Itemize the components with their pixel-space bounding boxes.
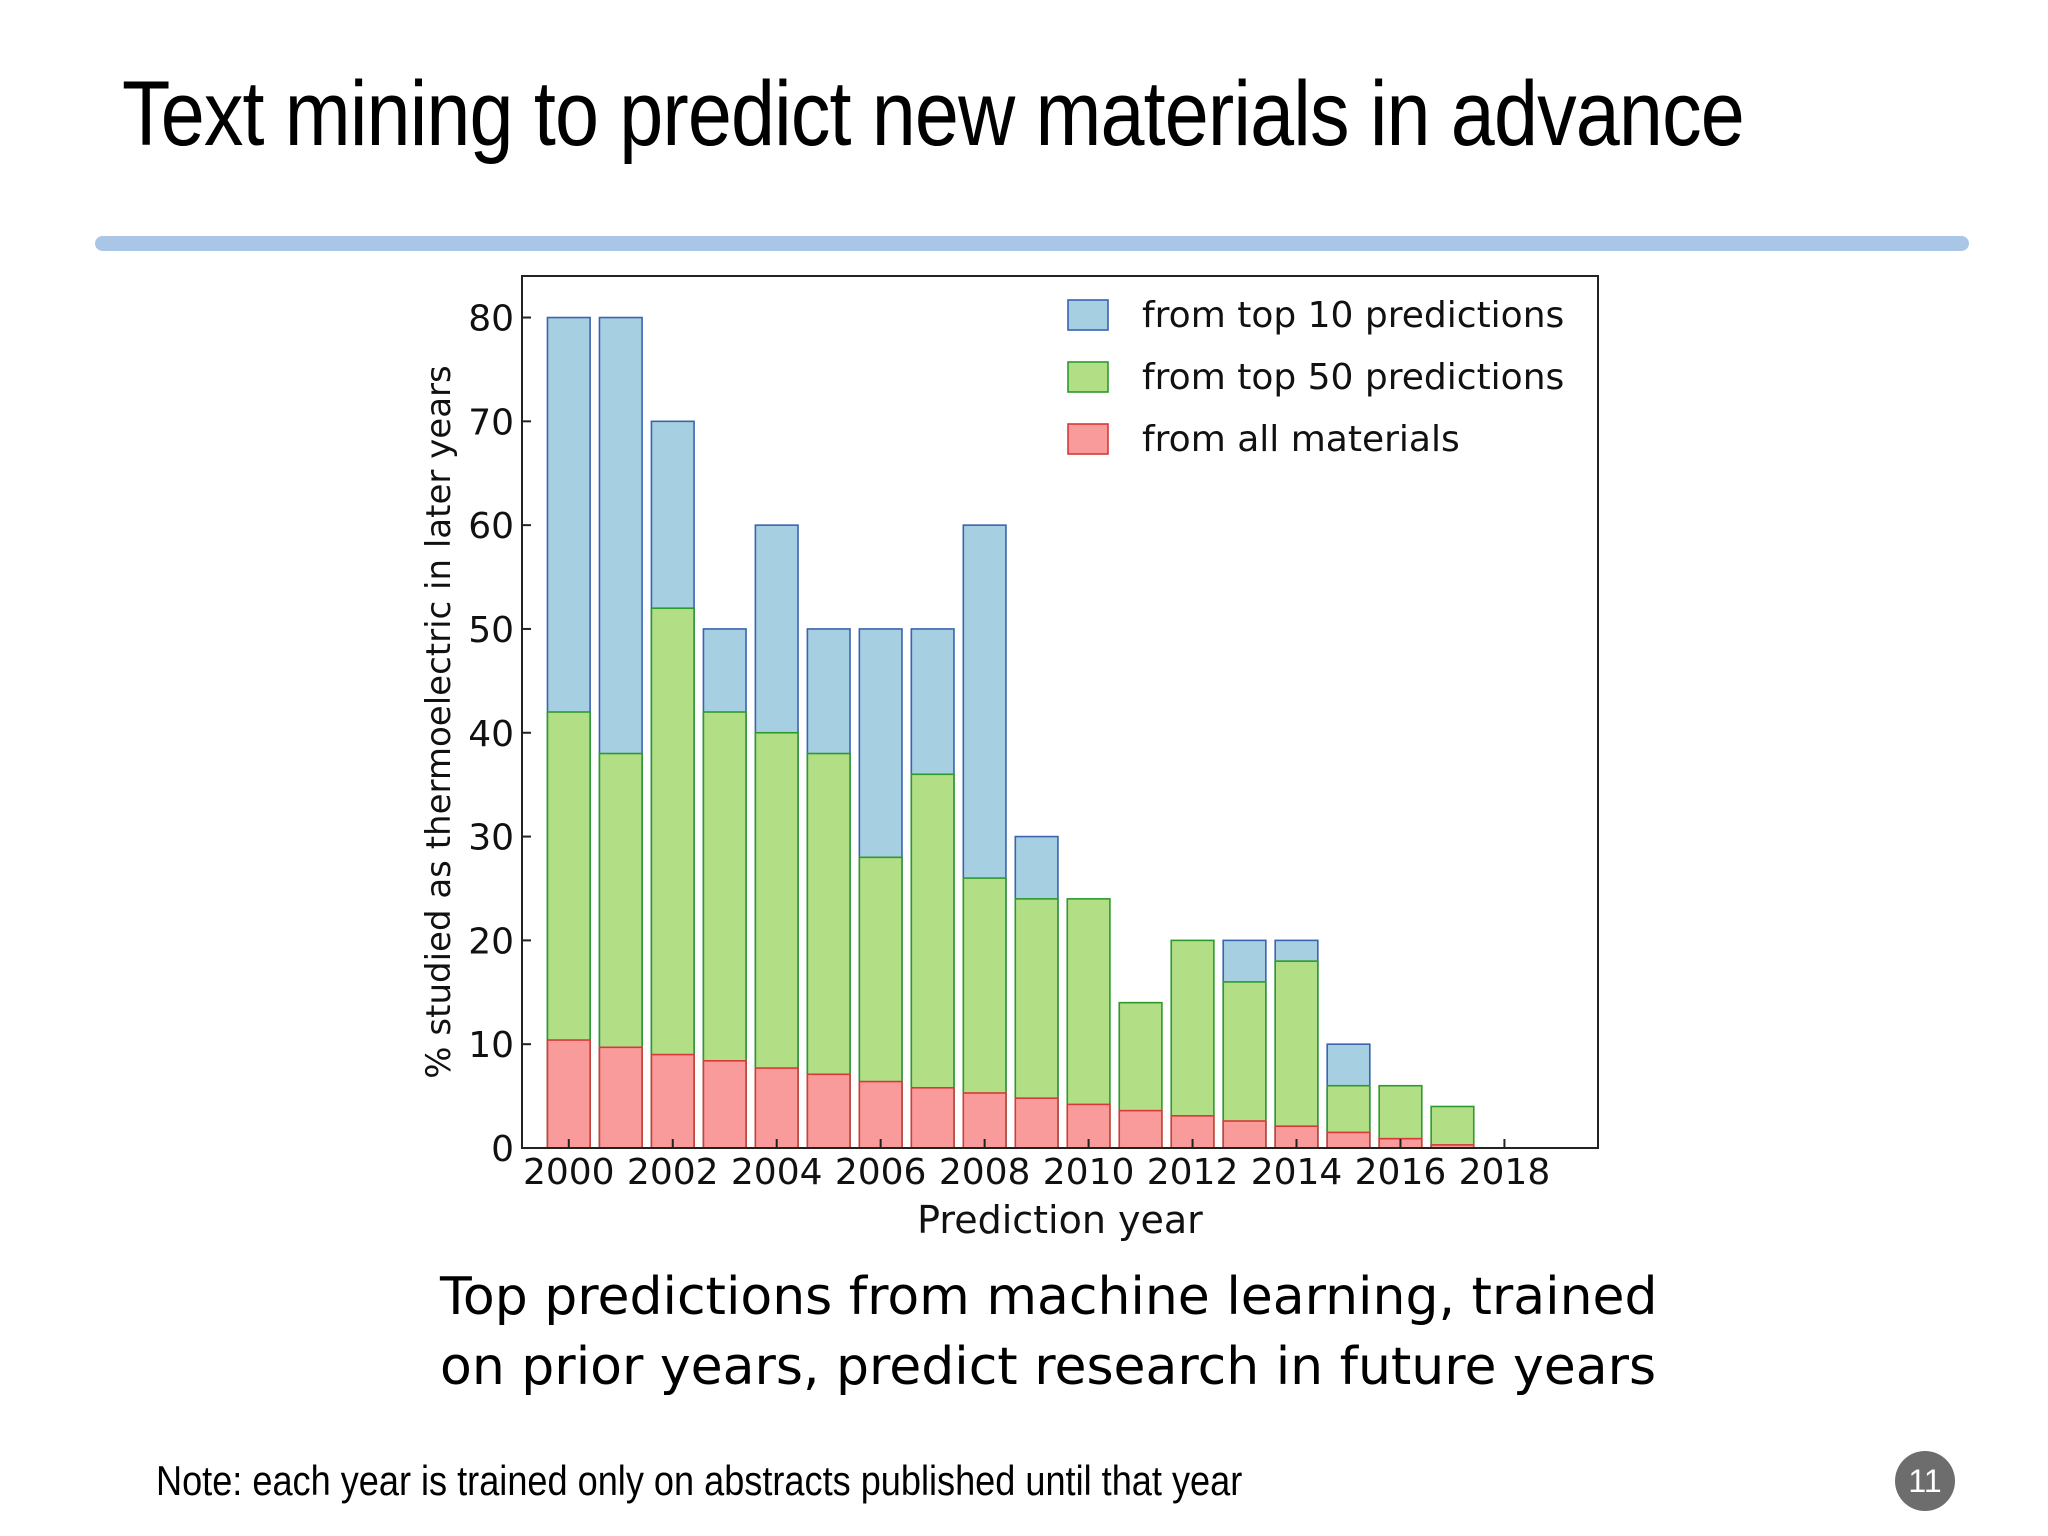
- y-tick-label-80: 80: [468, 299, 514, 340]
- legend-swatch-2: [1067, 423, 1109, 455]
- x-tick-label-2014: 2014: [1251, 1152, 1343, 1193]
- chart-caption: Top predictions from machine learning, t…: [440, 1262, 1658, 1402]
- bar-s2-2011: [1118, 1109, 1163, 1149]
- x-tick-label-2016: 2016: [1355, 1152, 1447, 1193]
- x-axis-label: Prediction year: [917, 1198, 1203, 1242]
- y-tick-label-70: 70: [468, 402, 514, 443]
- bar-s2-2000: [546, 1039, 591, 1149]
- bar-s1-2014: [1274, 960, 1319, 1149]
- bar-s2-2009: [1014, 1097, 1059, 1149]
- bar-s1-2016: [1378, 1084, 1423, 1149]
- x-axis-ticks: 2000 2002 2004 2006 2008 2010 2012 2014 2016 2018: [523, 1139, 1550, 1193]
- x-tick-label-2018: 2018: [1459, 1152, 1551, 1193]
- y-axis-label: % studied as thermoelectric in later yea…: [419, 365, 459, 1078]
- legend-swatch-0: [1067, 299, 1109, 331]
- x-tick-label-2000: 2000: [523, 1152, 615, 1193]
- x-tick-label-2010: 2010: [1043, 1152, 1135, 1193]
- y-tick-label-30: 30: [468, 818, 514, 859]
- bar-s2-2006: [858, 1080, 903, 1149]
- caption-line-2: on prior years, predict research in futu…: [440, 1337, 1657, 1397]
- bar-s2-2003: [702, 1059, 747, 1149]
- bar-s2-2013: [1222, 1120, 1267, 1149]
- legend-label-0: from top 10 predictions: [1142, 295, 1564, 336]
- bar-s2-2005: [806, 1073, 851, 1149]
- x-tick-label-2004: 2004: [731, 1152, 823, 1193]
- legend-label-2: from all materials: [1142, 419, 1460, 460]
- bar-s2-2004: [754, 1067, 799, 1149]
- y-tick-label-40: 40: [468, 714, 514, 755]
- footnote: Note: each year is trained only on abstr…: [156, 1457, 1243, 1504]
- legend-swatch-1: [1067, 361, 1109, 393]
- bar-s2-2001: [598, 1046, 643, 1149]
- bar-s1-2012: [1170, 939, 1215, 1149]
- legend-label-1: from top 50 predictions: [1142, 357, 1564, 398]
- y-tick-label-20: 20: [468, 921, 514, 962]
- y-tick-label-10: 10: [468, 1025, 514, 1066]
- bar-s2-2015: [1326, 1131, 1371, 1149]
- x-tick-label-2012: 2012: [1147, 1152, 1239, 1193]
- bar-s1-2017: [1430, 1105, 1475, 1149]
- caption-line-1: Top predictions from machine learning, t…: [440, 1267, 1658, 1327]
- y-axis-ticks: 0 10 20 30 40 50 60 70 80: [468, 299, 531, 1170]
- legend: from top 10 predictions from top 50 predi…: [1067, 295, 1564, 460]
- title-divider: [95, 236, 1969, 251]
- x-tick-label-2008: 2008: [939, 1152, 1031, 1193]
- plot-frame: [521, 275, 1599, 1149]
- y-tick-label-0: 0: [491, 1129, 514, 1170]
- bar-s2-2002: [650, 1053, 695, 1149]
- bar-s1-2007: [910, 773, 955, 1149]
- page-number-badge: 11: [1895, 1451, 1955, 1511]
- x-tick-label-2002: 2002: [627, 1152, 719, 1193]
- bars-group: [546, 316, 1475, 1149]
- y-tick-label-50: 50: [468, 610, 514, 651]
- x-tick-label-2006: 2006: [835, 1152, 927, 1193]
- bar-s2-2007: [910, 1086, 955, 1149]
- y-tick-label-60: 60: [468, 506, 514, 547]
- slide-title: Text mining to predict new materials in …: [122, 63, 1745, 165]
